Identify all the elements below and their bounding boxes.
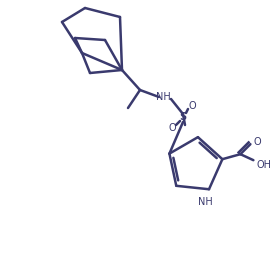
Text: OH: OH <box>256 160 271 170</box>
Text: NH: NH <box>156 92 170 102</box>
Text: S: S <box>179 112 186 122</box>
Text: O: O <box>168 123 176 133</box>
Text: O: O <box>253 137 261 147</box>
Text: O: O <box>188 101 196 111</box>
Text: NH: NH <box>198 197 212 207</box>
